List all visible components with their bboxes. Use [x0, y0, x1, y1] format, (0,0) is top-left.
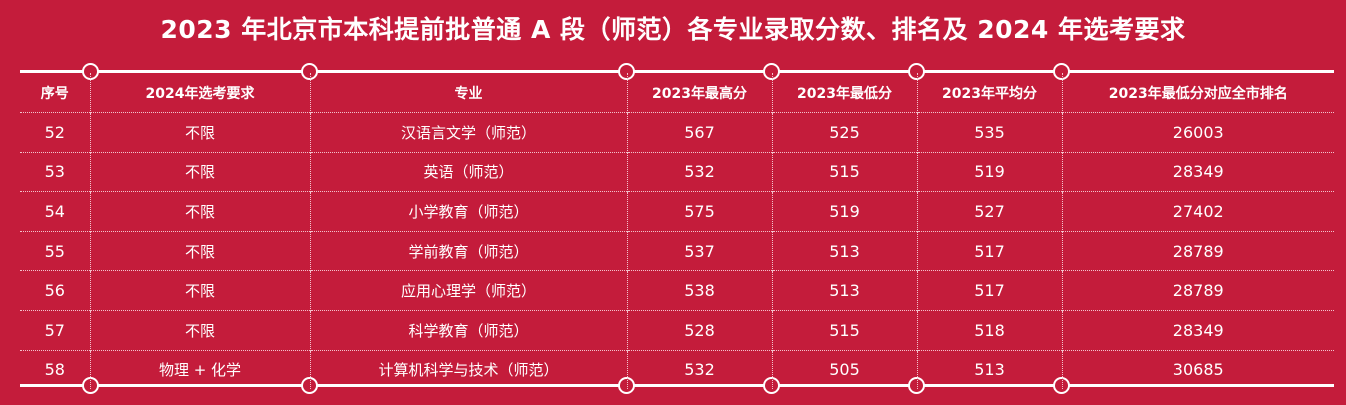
header-requirement: 2024年选考要求 [89, 73, 310, 113]
cell-requirement: 不限 [89, 112, 310, 153]
cell-requirement: 不限 [89, 309, 310, 351]
cell-major: 英语（师范） [309, 151, 627, 192]
cell-major: 应用心理学（师范） [309, 270, 627, 311]
cell-min-rank: 26003 [1061, 112, 1334, 153]
header-major: 专业 [309, 73, 627, 113]
cell-min-score: 505 [771, 349, 917, 390]
cell-min-rank: 30685 [1061, 349, 1334, 390]
header-avg-score: 2023年平均分 [916, 73, 1062, 113]
header-index: 序号 [40, 85, 69, 102]
cell-avg-score: 518 [916, 309, 1062, 351]
header-min-score: 2023年最低分 [771, 73, 917, 113]
cell-max-score: 575 [626, 191, 772, 232]
cell-max-score: 532 [626, 151, 772, 192]
table-row: 55 不限 学前教育（师范） 537 513 517 28789 [20, 230, 1334, 271]
cell-min-rank: 27402 [1061, 191, 1334, 232]
cell-min-score: 515 [771, 151, 917, 192]
cell-min-rank: 28789 [1061, 270, 1334, 311]
cell-major: 计算机科学与技术（师范） [309, 349, 627, 390]
header-max-score: 2023年最高分 [626, 73, 772, 113]
cell-major: 小学教育（师范） [309, 191, 627, 232]
cell-requirement: 不限 [89, 270, 310, 311]
cell-major: 科学教育（师范） [309, 309, 627, 351]
cell-max-score: 538 [626, 270, 772, 311]
cell-min-rank: 28349 [1061, 151, 1334, 192]
cell-avg-score: 517 [916, 270, 1062, 311]
cell-major: 汉语言文学（师范） [309, 112, 627, 153]
table-row: 53 不限 英语（师范） 532 515 519 28349 [20, 151, 1334, 192]
cell-avg-score: 535 [916, 112, 1062, 153]
cell-max-score: 567 [626, 112, 772, 153]
cell-avg-score: 517 [916, 230, 1062, 271]
cell-min-score: 513 [771, 230, 917, 271]
cell-min-rank: 28789 [1061, 230, 1334, 271]
page-title: 2023 年北京市本科提前批普通 A 段（师范）各专业录取分数、排名及 2024… [160, 15, 1186, 44]
header-min-rank: 2023年最低分对应全市排名 [1061, 73, 1334, 113]
top-rule [20, 70, 1334, 73]
cell-index: 54 [20, 191, 90, 232]
cell-index: 58 [20, 349, 90, 390]
cell-avg-score: 513 [916, 349, 1062, 390]
cell-max-score: 532 [626, 349, 772, 390]
cell-index: 57 [20, 309, 90, 351]
table-row: 58 物理 + 化学 计算机科学与技术（师范） 532 505 513 3068… [20, 349, 1334, 390]
cell-major: 学前教育（师范） [309, 230, 627, 271]
cell-requirement: 不限 [89, 230, 310, 271]
admission-table: 序号 2024年选考要求 专业 2023年最高分 2023年最低分 2023年平… [20, 73, 1334, 390]
cell-min-rank: 28349 [1061, 309, 1334, 351]
table-row: 54 不限 小学教育（师范） 575 519 527 27402 [20, 191, 1334, 232]
cell-min-score: 515 [771, 309, 917, 351]
header-row: 序号 2024年选考要求 专业 2023年最高分 2023年最低分 2023年平… [20, 73, 1334, 113]
cell-index: 55 [20, 230, 90, 271]
cell-index: 52 [20, 112, 90, 153]
cell-min-score: 519 [771, 191, 917, 232]
cell-avg-score: 519 [916, 151, 1062, 192]
cell-requirement: 物理 + 化学 [89, 349, 310, 390]
cell-min-score: 525 [771, 112, 917, 153]
table-row: 57 不限 科学教育（师范） 528 515 518 28349 [20, 309, 1334, 351]
cell-index: 56 [20, 270, 90, 311]
cell-avg-score: 527 [916, 191, 1062, 232]
cell-max-score: 537 [626, 230, 772, 271]
cell-requirement: 不限 [89, 191, 310, 232]
table-row: 52 不限 汉语言文学（师范） 567 525 535 26003 [20, 112, 1334, 153]
cell-min-score: 513 [771, 270, 917, 311]
table-row: 56 不限 应用心理学（师范） 538 513 517 28789 [20, 270, 1334, 311]
cell-requirement: 不限 [89, 151, 310, 192]
cell-max-score: 528 [626, 309, 772, 351]
cell-index: 53 [20, 151, 90, 192]
